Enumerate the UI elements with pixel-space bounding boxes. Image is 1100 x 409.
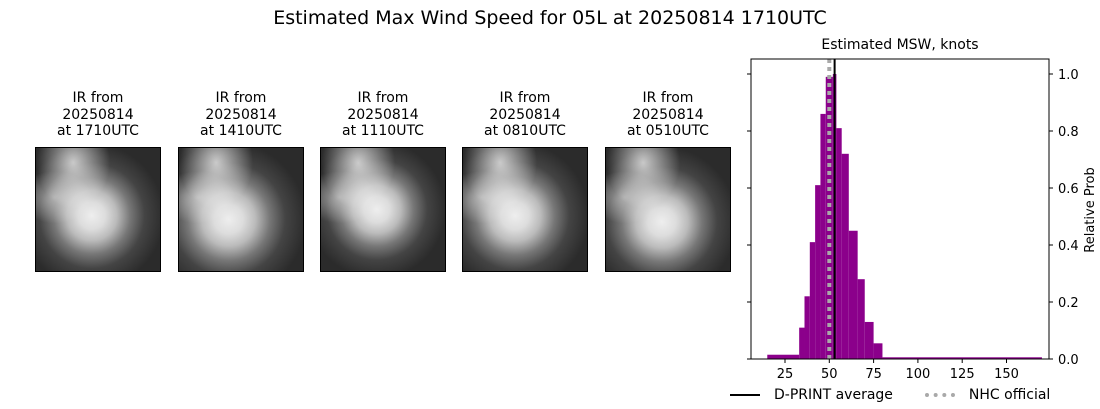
ir-thumbnail-title: IR from 20250814 at 1110UTC <box>342 90 424 139</box>
y-tick-label: 0.8 <box>1058 125 1079 140</box>
ir-thumbnail: IR from 20250814 at 1710UTC <box>35 90 161 272</box>
x-tick-label: 100 <box>905 367 930 382</box>
ir-thumbnail: IR from 20250814 at 1410UTC <box>178 90 304 272</box>
histogram-bar <box>820 113 826 360</box>
ir-thumbnail-title: IR from 20250814 at 0810UTC <box>484 90 566 139</box>
ir-thumbnail: IR from 20250814 at 0810UTC <box>462 90 588 272</box>
histogram-bar <box>864 321 874 359</box>
x-tick-label: 25 <box>777 367 794 382</box>
histogram-bar <box>857 279 865 359</box>
histogram-bar <box>767 354 800 359</box>
y-tick-label: 0.6 <box>1058 182 1079 197</box>
y-tick-label: 0.0 <box>1058 353 1079 368</box>
histogram-bar <box>825 76 833 359</box>
histogram-bar <box>809 242 816 359</box>
x-tick-label: 150 <box>994 367 1019 382</box>
ir-thumbnail-title: IR from 20250814 at 1710UTC <box>57 90 139 139</box>
y-tick-label: 0.2 <box>1058 296 1079 311</box>
histogram-bar <box>882 357 1042 359</box>
x-tick-label: 75 <box>865 367 882 382</box>
ir-satellite-image <box>605 147 731 272</box>
y-tick-label: 0.4 <box>1058 239 1079 254</box>
histogram-bar <box>815 185 821 359</box>
ir-thumbnail-title: IR from 20250814 at 0510UTC <box>627 90 709 139</box>
x-tick-label: 50 <box>821 367 838 382</box>
ir-satellite-image <box>35 147 161 272</box>
histogram-bar <box>799 327 805 359</box>
nhc-legend-line <box>924 393 955 397</box>
ir-satellite-image <box>462 147 588 272</box>
histogram-bar <box>873 343 883 359</box>
ir-satellite-image <box>178 147 304 272</box>
histogram-bar <box>848 230 858 359</box>
ir-thumbnail: IR from 20250814 at 1110UTC <box>320 90 446 272</box>
x-tick-label: 125 <box>950 367 975 382</box>
ir-thumbnail: IR from 20250814 at 0510UTC <box>605 90 731 272</box>
figure-title: Estimated Max Wind Speed for 05L at 2025… <box>273 7 827 29</box>
nhc-legend-label: NHC official <box>968 387 1051 403</box>
histogram-bar <box>804 296 810 359</box>
ir-thumbnail-title: IR from 20250814 at 1410UTC <box>200 90 282 139</box>
dprint-legend-label: D-PRINT average <box>774 387 893 403</box>
y-tick-label: 1.0 <box>1058 68 1079 83</box>
ir-satellite-image <box>320 147 446 272</box>
legend: D-PRINT average NHC official <box>730 387 1050 403</box>
dprint-legend-line <box>730 394 760 396</box>
histogram-bar <box>841 153 849 359</box>
histogram-title: Estimated MSW, knots <box>821 37 979 53</box>
plot-frame <box>750 58 1050 360</box>
histogram-bar <box>836 128 842 359</box>
y-axis-label: Relative Prob <box>1083 167 1098 252</box>
